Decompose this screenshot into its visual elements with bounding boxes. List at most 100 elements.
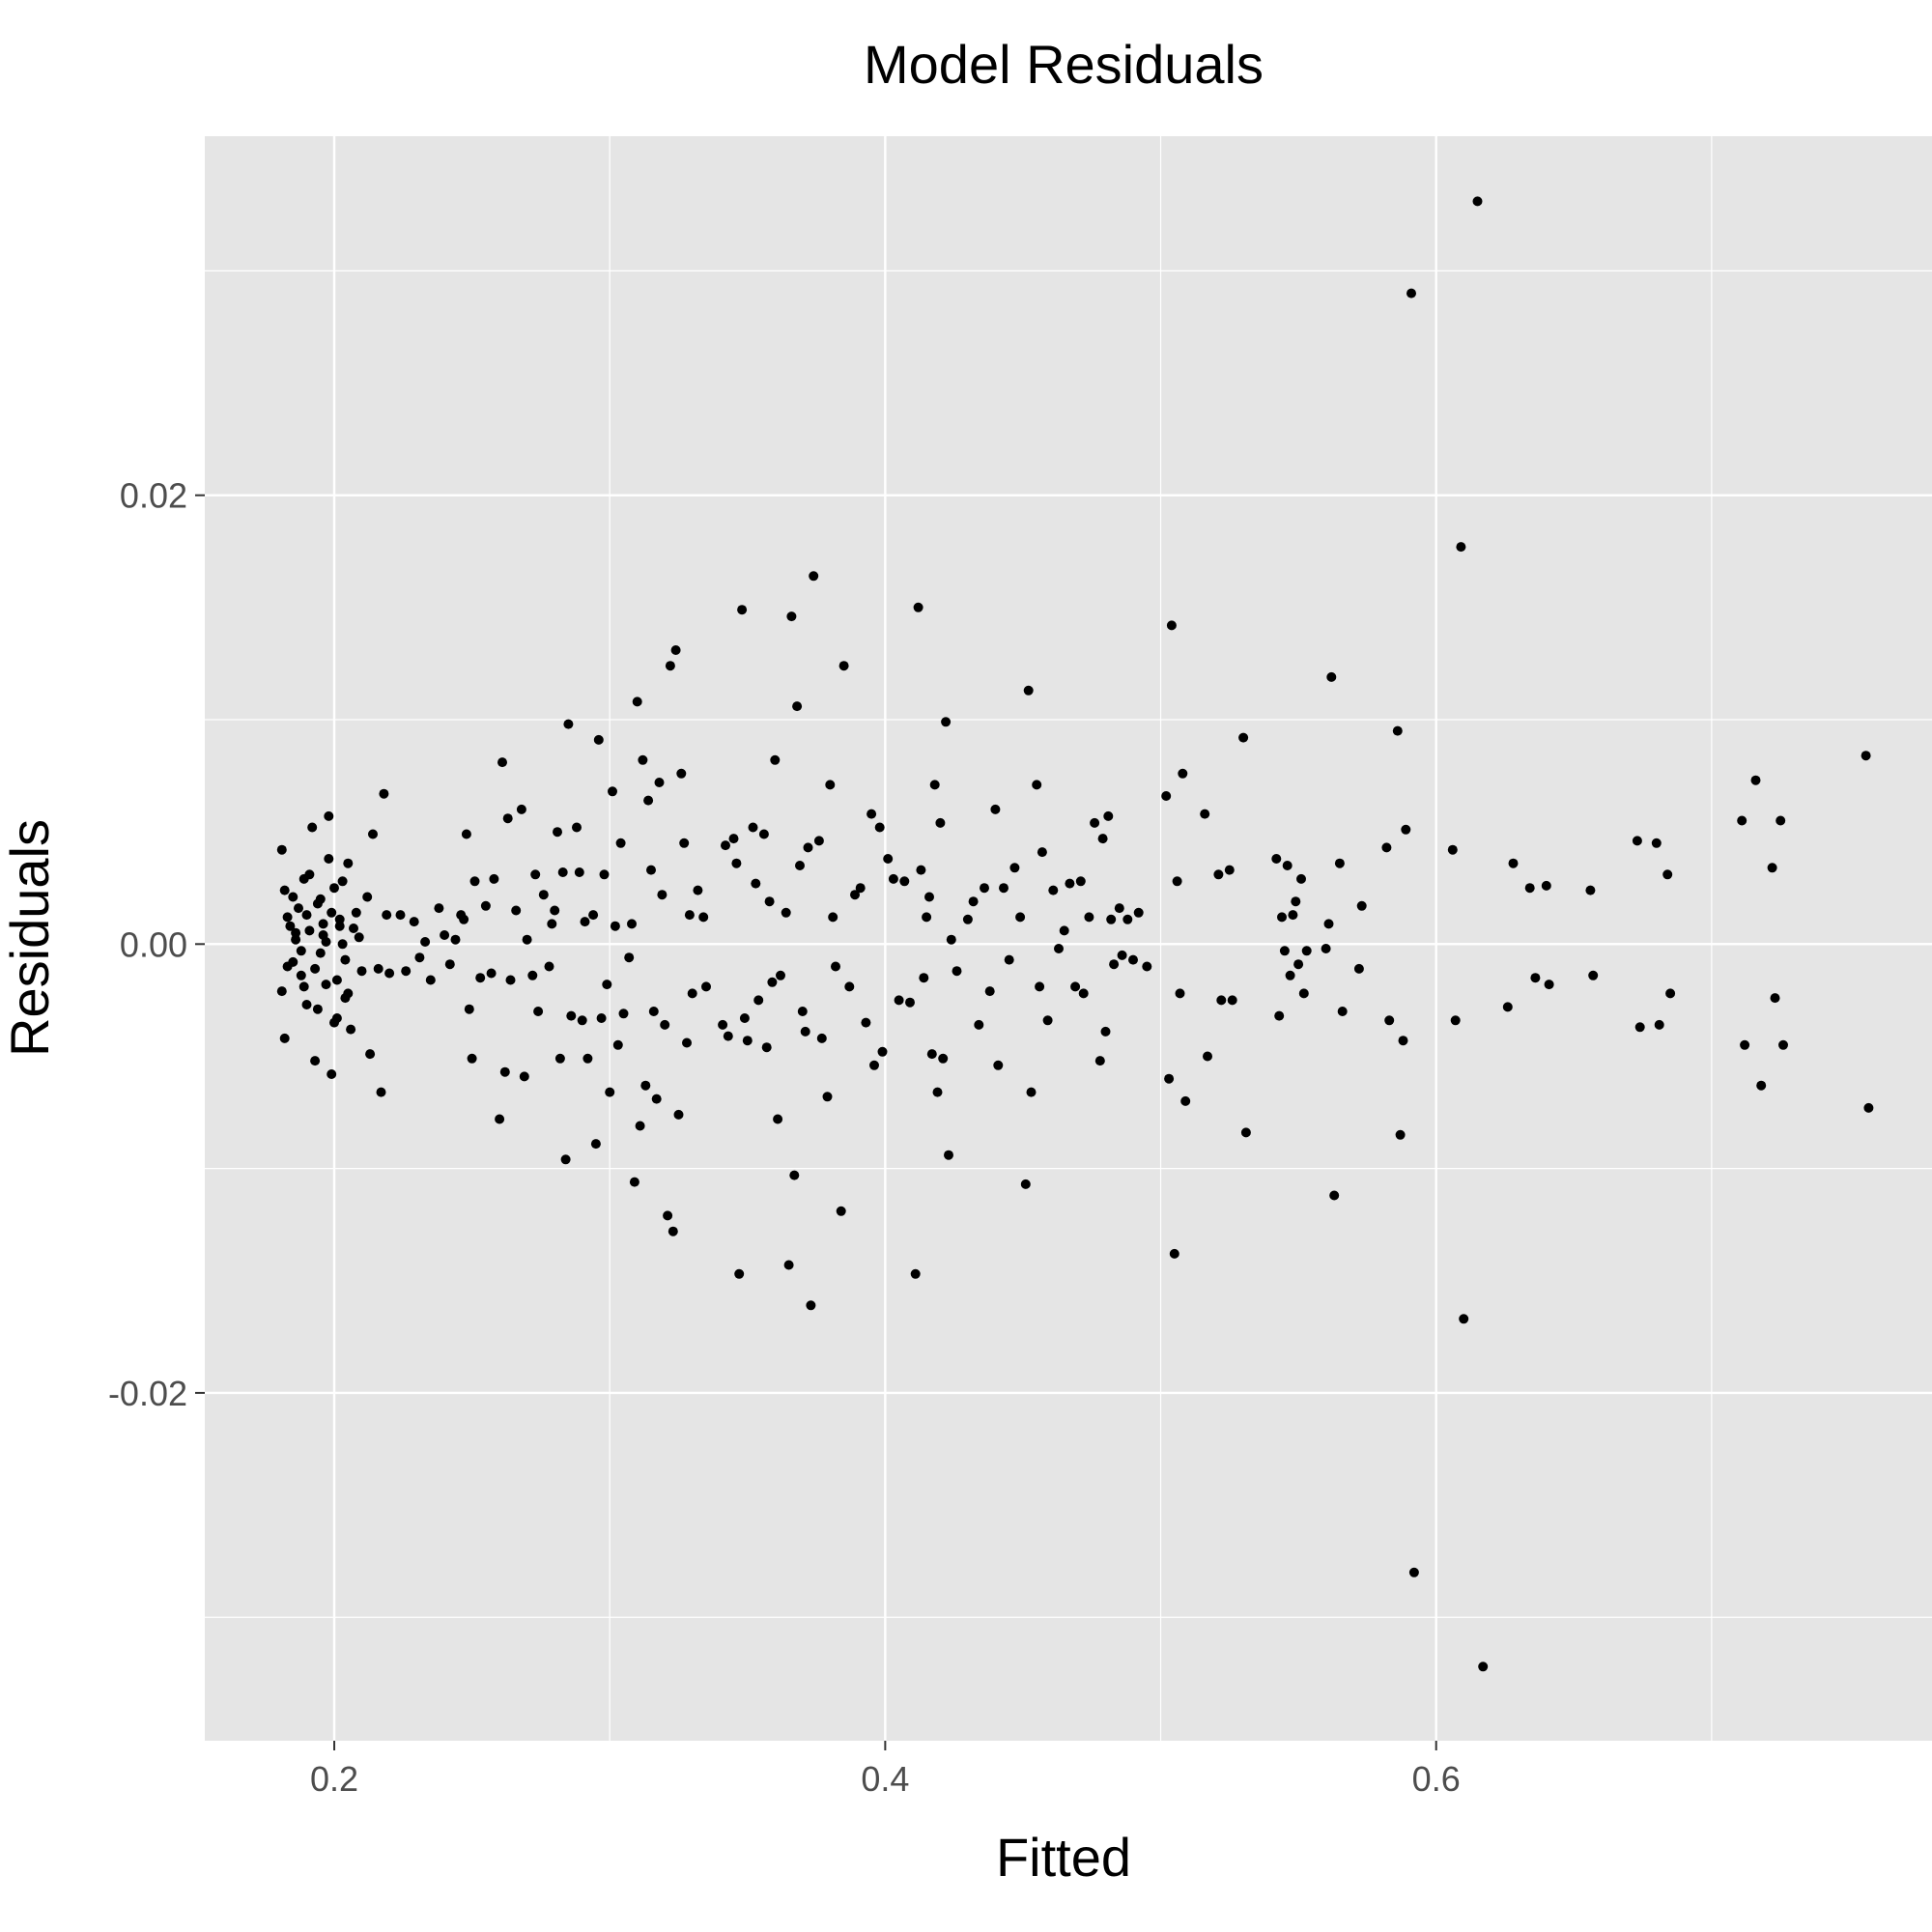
- data-point: [1544, 980, 1554, 990]
- data-point: [382, 910, 392, 921]
- data-point: [574, 867, 584, 877]
- data-point: [926, 1049, 937, 1060]
- data-point: [1103, 810, 1114, 821]
- data-point: [742, 1036, 753, 1046]
- data-point: [687, 988, 697, 999]
- data-point: [1109, 959, 1120, 970]
- data-point: [282, 912, 293, 923]
- data-point: [905, 997, 915, 1008]
- data-point: [1240, 1127, 1251, 1138]
- data-point: [1216, 995, 1227, 1006]
- data-point: [318, 919, 328, 929]
- data-point: [612, 1039, 623, 1050]
- data-point: [276, 844, 287, 855]
- data-point: [1004, 954, 1014, 965]
- data-point: [1128, 954, 1138, 965]
- data-point: [643, 795, 654, 806]
- data-point: [279, 1033, 290, 1043]
- data-point: [414, 952, 425, 963]
- data-point: [469, 876, 480, 887]
- data-point: [693, 885, 703, 895]
- data-point: [648, 1007, 659, 1016]
- data-point: [684, 910, 695, 921]
- data-point: [1106, 914, 1117, 924]
- data-point: [803, 842, 813, 853]
- data-point: [331, 975, 342, 985]
- data-point: [1634, 1022, 1645, 1033]
- data-point: [505, 975, 516, 985]
- data-point: [1293, 959, 1304, 970]
- x-tick-label: 0.4: [861, 1759, 909, 1799]
- data-point: [279, 885, 290, 895]
- data-point: [682, 1037, 692, 1048]
- data-point: [1381, 842, 1392, 853]
- data-point: [1117, 950, 1127, 960]
- data-point: [459, 914, 469, 924]
- data-point: [1288, 910, 1298, 921]
- data-point: [1020, 1179, 1031, 1189]
- data-point: [530, 869, 541, 880]
- data-point: [806, 1300, 816, 1311]
- data-point: [1585, 885, 1596, 895]
- data-point: [968, 896, 979, 907]
- data-point: [1337, 1007, 1348, 1016]
- data-point: [475, 973, 486, 983]
- data-point: [365, 1049, 376, 1060]
- data-point: [1078, 988, 1089, 999]
- data-point: [1059, 925, 1069, 936]
- data-point: [580, 917, 590, 927]
- data-point: [635, 1121, 645, 1131]
- data-point: [838, 661, 849, 671]
- data-point: [660, 1019, 670, 1030]
- data-point: [1178, 768, 1188, 779]
- data-point: [324, 854, 334, 864]
- data-point: [307, 822, 318, 833]
- data-point: [828, 912, 838, 923]
- data-point: [1277, 912, 1287, 923]
- data-point: [480, 900, 491, 911]
- data-point: [563, 719, 574, 729]
- data-point: [1450, 1015, 1461, 1026]
- data-point: [894, 995, 904, 1006]
- data-point: [874, 822, 885, 833]
- data-point: [629, 1177, 639, 1187]
- data-point: [1329, 1190, 1340, 1201]
- data-point: [1524, 883, 1535, 894]
- data-point: [550, 905, 560, 916]
- data-point: [1401, 824, 1411, 835]
- data-point: [1100, 1026, 1111, 1037]
- data-point: [867, 809, 877, 819]
- data-point: [553, 827, 562, 838]
- data-point: [657, 890, 668, 900]
- data-point: [721, 840, 730, 851]
- data-point: [1213, 869, 1224, 880]
- data-point: [337, 876, 348, 887]
- data-point: [593, 734, 604, 745]
- data-point: [1478, 1662, 1489, 1672]
- data-point: [337, 939, 348, 950]
- data-point: [654, 778, 665, 787]
- data-point: [670, 645, 681, 655]
- data-point: [1395, 1129, 1406, 1140]
- grid-lines: [205, 136, 1932, 1741]
- data-point: [1296, 873, 1306, 884]
- data-point: [1227, 995, 1237, 1006]
- data-point: [665, 661, 675, 671]
- data-point: [728, 834, 739, 844]
- data-point: [734, 1268, 745, 1279]
- data-point: [1282, 861, 1293, 870]
- data-point: [1224, 865, 1235, 875]
- data-point: [1750, 775, 1761, 785]
- data-point: [329, 1017, 339, 1028]
- data-point: [440, 930, 450, 940]
- data-point: [1042, 1015, 1053, 1026]
- data-point: [877, 1046, 888, 1057]
- data-point: [825, 780, 836, 790]
- data-point: [751, 878, 761, 889]
- data-point: [315, 894, 326, 904]
- data-point: [582, 1053, 593, 1064]
- data-point: [615, 838, 626, 848]
- data-point: [602, 980, 612, 990]
- data-point: [1271, 854, 1282, 864]
- data-point: [1321, 944, 1331, 953]
